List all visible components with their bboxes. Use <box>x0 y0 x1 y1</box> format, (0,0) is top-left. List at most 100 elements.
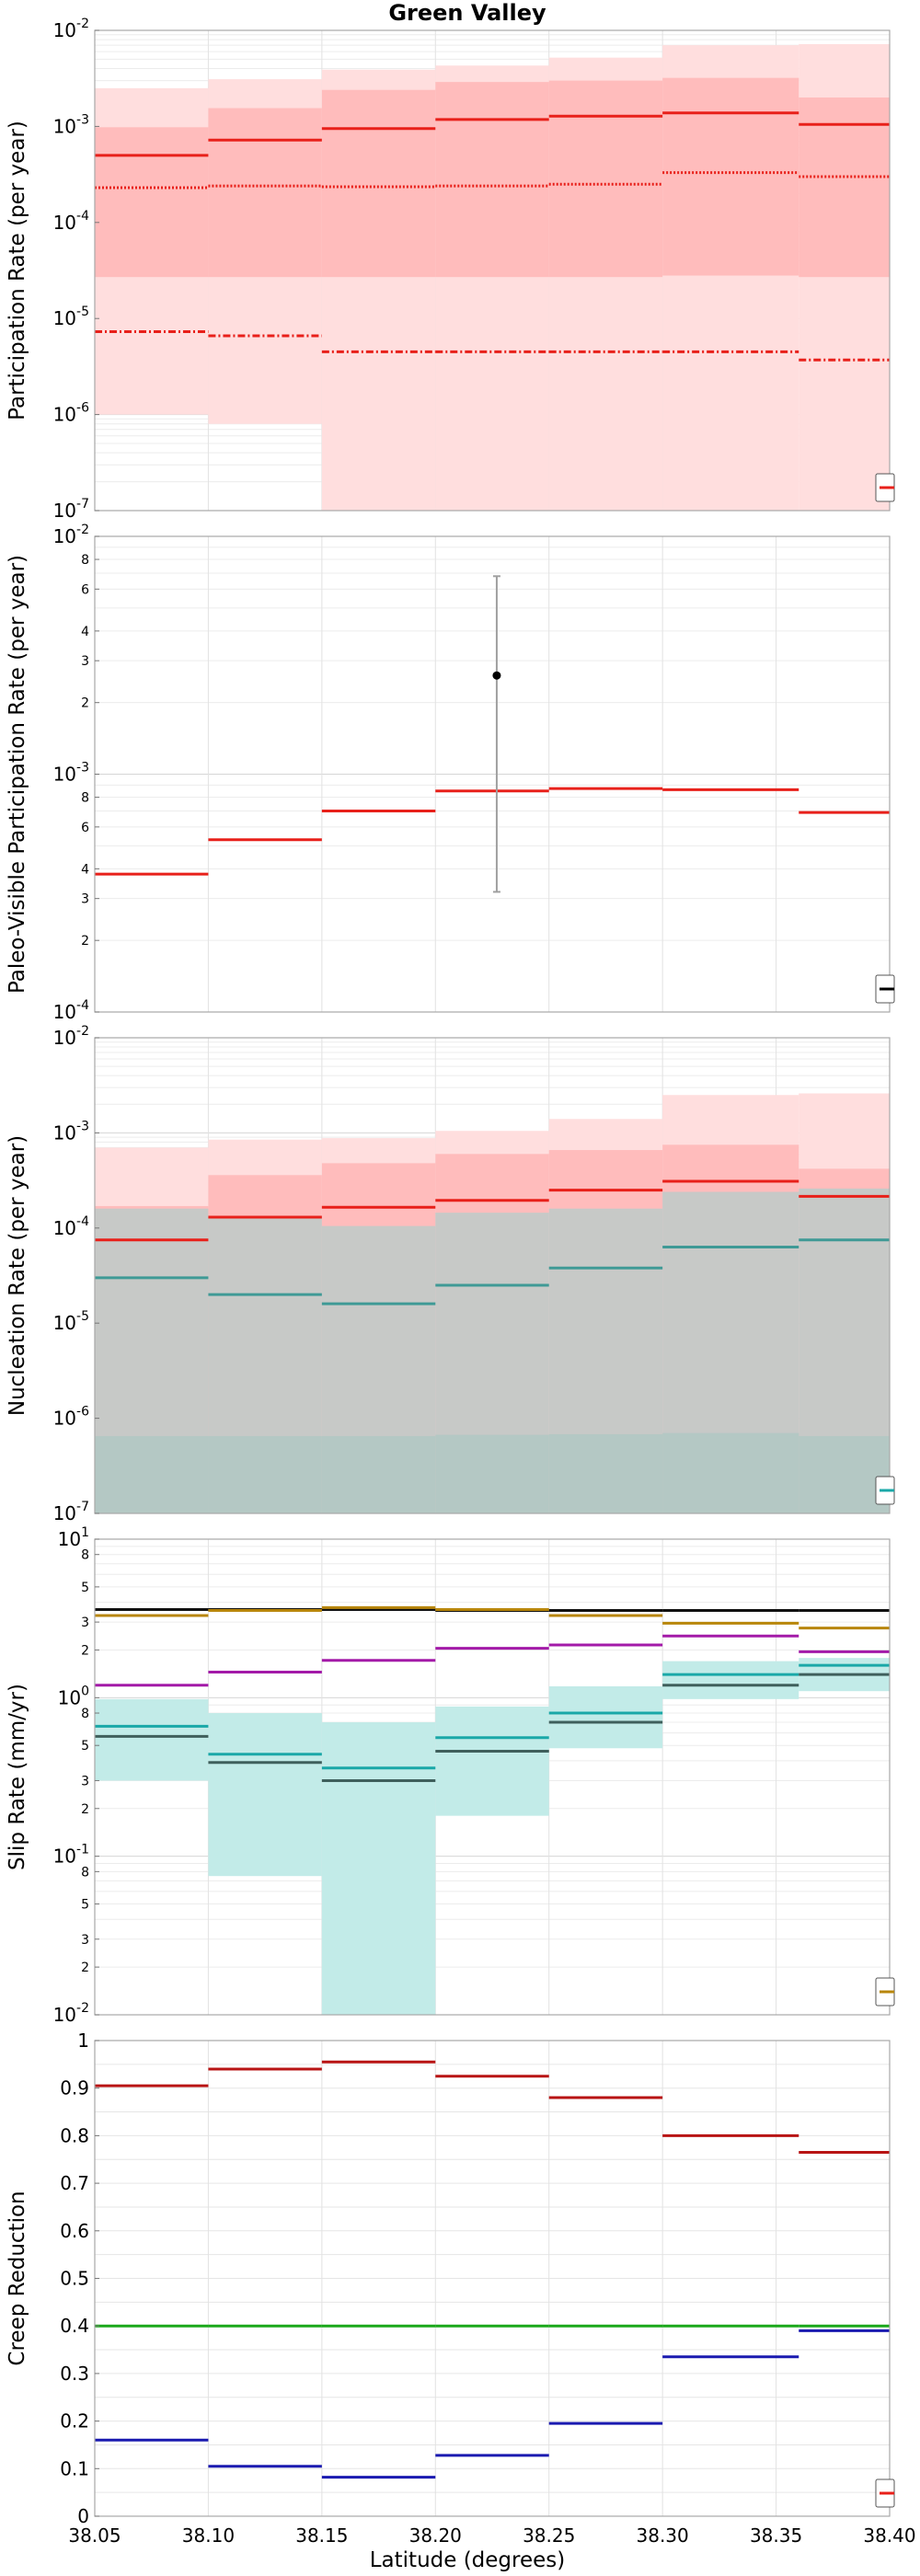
plot-area <box>95 2041 890 2516</box>
plot-area <box>95 536 890 1012</box>
panel-frame <box>94 1037 891 1514</box>
x-axis-label: Latitude (degrees) <box>370 2548 566 2572</box>
panel-3: 10-2 10-3 10-4 10-5 10-6 10-7 Nucleation Rate … <box>6 1024 895 1524</box>
band-inner-bin-6 <box>662 77 799 276</box>
y-axis-label: Participation Rate (per year) <box>6 121 29 420</box>
y-tick-label: 10-2 <box>53 523 89 547</box>
y-tick-label: 10-7 <box>53 497 89 522</box>
panel-1: 10-2 10-3 10-4 10-5 10-6 10-7 Participation Ra… <box>6 17 895 522</box>
y-tick-label: 10-5 <box>53 1309 89 1334</box>
data-point <box>492 671 501 680</box>
y-tick-label: 3 <box>81 892 89 907</box>
y-tick-label: 101 <box>58 1525 89 1550</box>
band-slip-range-bin-5 <box>548 1685 663 1749</box>
y-tick-label: 3 <box>81 1616 89 1630</box>
y-tick-label: 10-4 <box>53 998 90 1023</box>
panel-frame <box>94 1538 891 2016</box>
y-tick-label: 0.7 <box>60 2172 89 2194</box>
y-tick-label: 0.6 <box>60 2220 89 2242</box>
y-tick-label: 1 <box>77 2030 89 2052</box>
x-tick-label: 38.15 <box>295 2524 348 2547</box>
x-tick-label: 38.40 <box>863 2524 915 2547</box>
y-tick-label: 10-6 <box>53 401 90 426</box>
x-tick-label: 38.05 <box>68 2524 121 2547</box>
band-floor-bin-1 <box>95 1435 209 1513</box>
figure-title: Green Valley <box>388 0 546 26</box>
panel-2: 10-2 8 6 4 3 2 10-3 8 6 4 3 2 10-4 Paleo-Visible Part… <box>6 523 895 1023</box>
y-tick-label: 4 <box>81 625 89 639</box>
panels: 10-2 10-3 10-4 10-5 10-6 10-7 Participation Ra… <box>6 17 916 2547</box>
x-tick-label: 38.30 <box>637 2524 689 2547</box>
panel-5: 1 0.9 0.8 0.7 0.6 0.5 0.4 0.3 0.2 0.1 0 Creep Reduc… <box>6 2030 895 2527</box>
band-slip-range-bin-1 <box>95 1698 209 1781</box>
y-tick-label: 0.5 <box>60 2268 89 2290</box>
panel-frame <box>94 29 891 512</box>
band-floor-bin-7 <box>799 1435 890 1513</box>
x-tick-label: 38.10 <box>182 2524 235 2547</box>
band-slip-range-bin-6 <box>662 1661 799 1699</box>
y-tick-label: 3 <box>81 1933 89 1948</box>
y-tick-label: 0.3 <box>60 2363 89 2385</box>
plot-area <box>95 1038 890 1513</box>
y-tick-label: 10-4 <box>53 209 90 234</box>
y-tick-label: 2 <box>81 934 89 949</box>
x-tick-label: 38.25 <box>523 2524 575 2547</box>
band-floor-bin-5 <box>548 1433 663 1513</box>
band-slip-range-bin-3 <box>321 1722 436 2015</box>
plot-area <box>95 30 890 511</box>
band-slip-range-bin-4 <box>435 1706 549 1816</box>
x-tick-label: 38.20 <box>409 2524 462 2547</box>
y-tick-label: 2 <box>81 1802 89 1817</box>
band-inner-bin-3 <box>321 89 436 278</box>
band-inner-bin-2 <box>208 108 322 278</box>
y-axis-label: Nucleation Rate (per year) <box>6 1135 29 1416</box>
y-tick-label: 2 <box>81 696 89 711</box>
y-tick-label: 10-2 <box>53 2001 89 2026</box>
y-tick-label: 0.8 <box>60 2124 89 2146</box>
band-floor-bin-2 <box>208 1435 322 1513</box>
x-tick-label: 38.35 <box>750 2524 802 2547</box>
y-tick-label: 0.2 <box>60 2410 89 2432</box>
y-tick-label: 0 <box>77 2505 89 2527</box>
y-tick-label: 10-2 <box>53 1024 89 1049</box>
y-tick-label: 2 <box>81 1961 89 1975</box>
y-tick-label: 3 <box>81 654 89 669</box>
plot-area <box>95 1539 890 2015</box>
band-slip-range-bin-2 <box>208 1713 322 1877</box>
y-tick-label: 10-2 <box>53 17 89 41</box>
y-tick-label: 10-1 <box>53 1843 89 1868</box>
y-tick-label: 8 <box>81 1865 89 1880</box>
y-tick-label: 5 <box>81 1581 89 1595</box>
y-tick-label: 5 <box>81 1898 89 1913</box>
band-inner-bin-1 <box>95 127 209 278</box>
y-tick-label: 10-3 <box>53 112 89 137</box>
band-floor-bin-4 <box>435 1434 549 1513</box>
band-inner-bin-7 <box>799 97 890 278</box>
y-tick-label: 6 <box>81 582 89 597</box>
y-axis-label: Creep Reduction <box>6 2191 29 2365</box>
y-tick-label: 10-7 <box>53 1500 89 1524</box>
y-tick-label: 100 <box>58 1684 89 1708</box>
y-axis-label: Slip Rate (mm/yr) <box>6 1684 29 1870</box>
y-tick-label: 10-6 <box>53 1405 90 1430</box>
y-tick-label: 10-4 <box>53 1214 90 1239</box>
y-tick-label: 4 <box>81 862 89 877</box>
band-inner-bin-5 <box>548 80 663 278</box>
y-tick-label: 8 <box>81 1707 89 1721</box>
y-axis-label: Paleo-Visible Participation Rate (per ye… <box>6 555 29 994</box>
y-tick-label: 10-5 <box>53 305 89 329</box>
y-tick-label: 0.4 <box>60 2315 89 2337</box>
y-tick-label: 0.9 <box>60 2077 89 2099</box>
y-tick-label: 2 <box>81 1643 89 1658</box>
y-tick-label: 8 <box>81 1548 89 1563</box>
band-floor-bin-3 <box>321 1435 436 1513</box>
band-floor-bin-6 <box>662 1432 799 1513</box>
y-tick-label: 10-3 <box>53 1119 89 1144</box>
y-tick-label: 8 <box>81 553 89 568</box>
y-tick-label: 6 <box>81 821 89 835</box>
band-inner-bin-4 <box>435 82 549 278</box>
y-tick-label: 10-3 <box>53 761 89 786</box>
y-tick-label: 5 <box>81 1739 89 1754</box>
